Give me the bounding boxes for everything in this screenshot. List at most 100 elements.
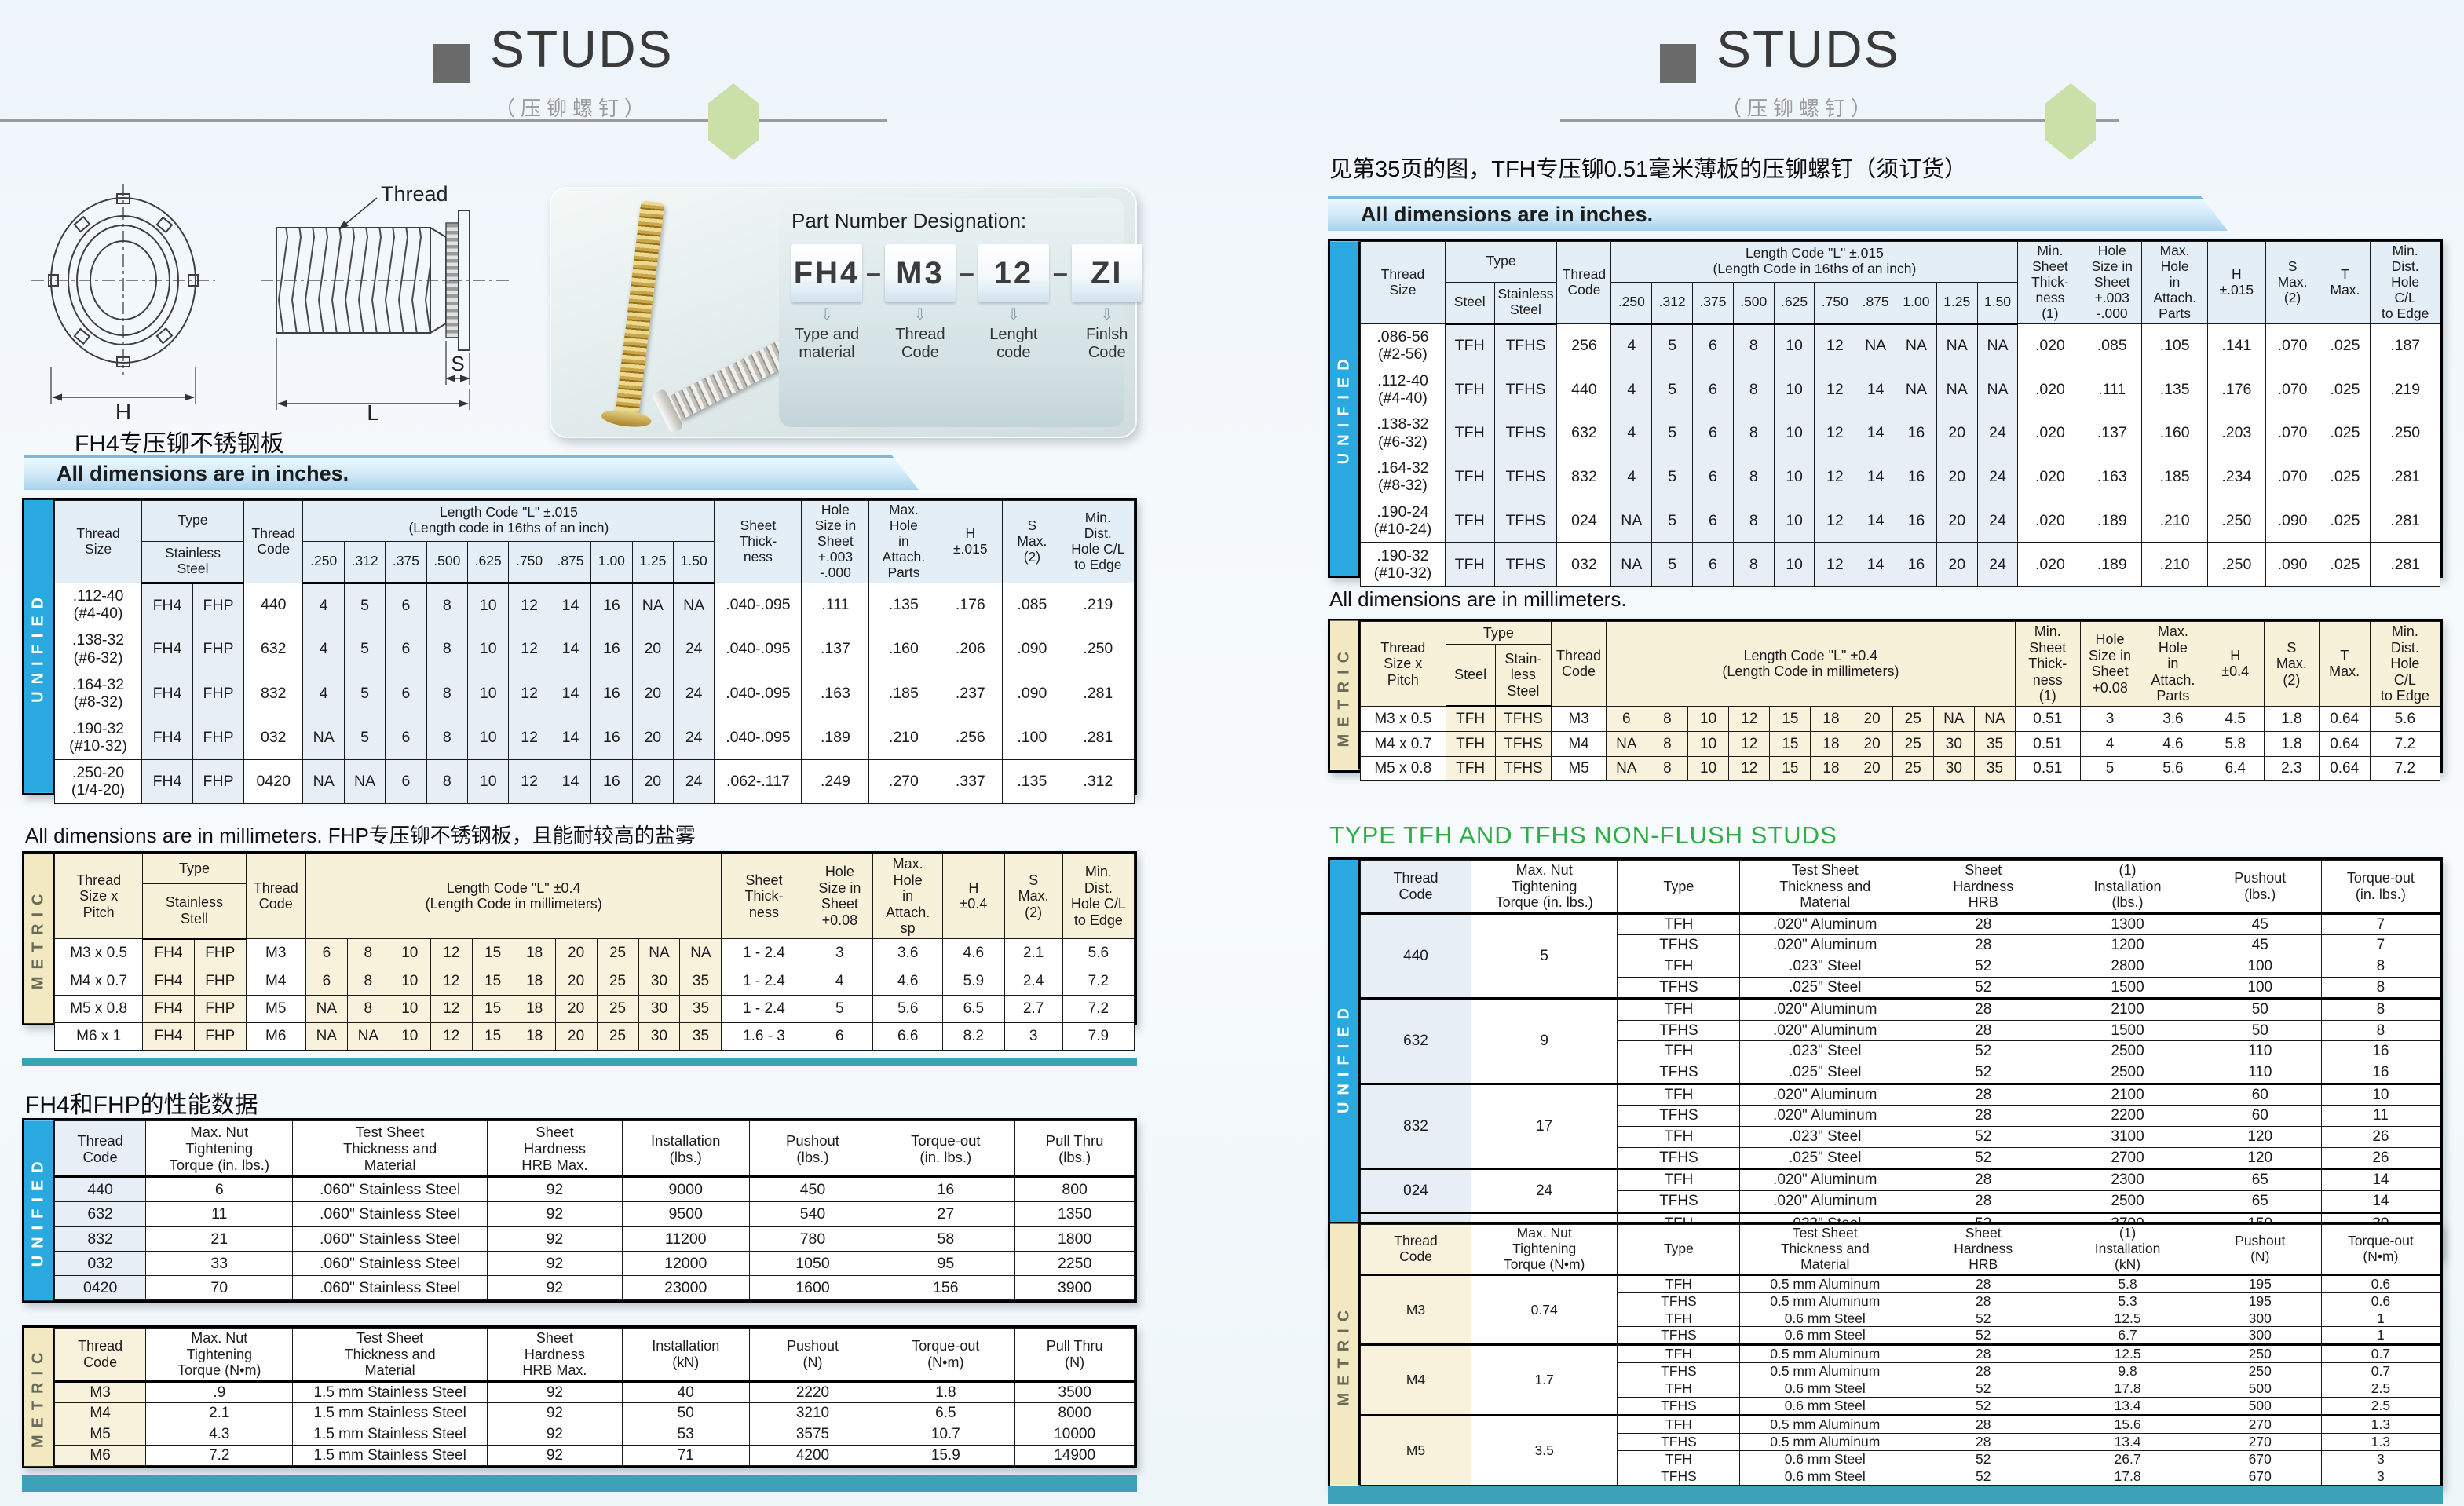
cell: 14: [2320, 1168, 2441, 1192]
cell: 10: [1773, 454, 1815, 499]
header-cell: H ±.015: [2207, 241, 2266, 324]
header-cell: Sheet Hardness HRB Max.: [486, 1120, 623, 1179]
cell: 5: [1651, 367, 1694, 412]
dash-separator: –: [866, 258, 881, 288]
down-arrow-icon: ⇩: [1007, 306, 1021, 323]
cell: TFH: [1445, 705, 1496, 733]
cell: TFH: [1444, 542, 1495, 587]
table-frame: UNIFIED Thread Size Type Thread Code Length …: [22, 498, 1137, 804]
cell: 8000: [1014, 1402, 1135, 1424]
cell: .025: [2319, 323, 2371, 368]
cell: 2200: [2056, 1105, 2199, 1128]
cell: TFHS: [1493, 323, 1558, 368]
performance-heading: FH4和FHP的性能数据: [25, 1092, 258, 1118]
cell: 11200: [621, 1226, 750, 1252]
part-number-label: Thread Code: [895, 326, 945, 361]
cell: 8: [1646, 705, 1689, 733]
cell: 50: [2198, 1019, 2322, 1042]
cell: FH4: [142, 967, 195, 996]
divider-line: [0, 119, 887, 122]
cell: 26.7: [2056, 1449, 2199, 1468]
header-cell: Thread Code: [1556, 241, 1612, 324]
header-cell: Sheet Hardness HRB Max.: [486, 1328, 623, 1383]
cell: 7.2: [2369, 755, 2441, 782]
cell: 540: [748, 1201, 877, 1227]
cell: 20: [554, 1022, 598, 1051]
cell: 670: [2198, 1467, 2322, 1486]
cell: 21: [145, 1226, 294, 1252]
cell: 14: [549, 671, 592, 716]
cell: 14: [1855, 411, 1897, 455]
cell: .312: [1061, 758, 1135, 804]
cell: 9: [1471, 997, 1618, 1084]
cell: .023" Steel: [1739, 1040, 1911, 1063]
table-frame: UNIFIED Thread Size Type Thread Code Length …: [1328, 239, 2443, 587]
hexagon-icon: [2045, 83, 2096, 160]
cell: .210: [868, 715, 939, 760]
cell: 4: [302, 671, 345, 716]
header-cell: H ±0.4: [2206, 621, 2265, 707]
part-number-title: Part Number Designation:: [791, 209, 1027, 232]
cell: .020: [2017, 323, 2083, 368]
cell: 1.6 - 3: [721, 1022, 807, 1051]
tfh-metric-dimensions-table: METRIC Thread Size x Pitch Type Thread Code…: [1328, 619, 2443, 782]
cell: .025: [2319, 454, 2371, 499]
cell: .137: [801, 626, 870, 672]
cell: 1.5 mm Stainless Steel: [292, 1423, 488, 1446]
cell: NA: [1976, 367, 2019, 412]
cell: NA: [305, 1022, 348, 1051]
cell: NA: [1976, 323, 2019, 368]
cell: 3900: [1014, 1275, 1135, 1301]
data-table: Thread Code Max. Nut Tightening Torque (N…: [53, 1328, 1135, 1467]
cell: 24: [672, 715, 715, 760]
cell: 20: [1936, 498, 1978, 543]
cell: 16: [1896, 454, 1937, 499]
cell: M3 x 0.5: [1360, 705, 1446, 733]
header-cell: Type: [142, 854, 247, 884]
cell: .250: [2207, 498, 2266, 543]
cell: 032: [243, 715, 304, 760]
cell: 4: [1610, 323, 1653, 368]
cell: 0.5 mm Aluminum: [1739, 1343, 1911, 1364]
cell: .020" Aluminum: [1739, 934, 1911, 956]
cell: 500: [2198, 1397, 2322, 1416]
header-cell: Max. Nut Tightening Torque (in. lbs.): [145, 1120, 294, 1179]
cell: FHP: [192, 671, 245, 716]
header-cell: Stainless Stell: [142, 883, 247, 940]
cell: 195: [2198, 1273, 2322, 1293]
cell: 30: [638, 1022, 681, 1051]
part-number-code: M3: [884, 244, 956, 302]
cell: 5: [343, 582, 386, 627]
cell: 4.6: [942, 938, 1005, 968]
cell: 6: [305, 967, 348, 996]
cell: TFH: [1617, 1040, 1741, 1063]
cell: 0.64: [2318, 705, 2371, 733]
cell: 1 - 2.4: [721, 994, 807, 1023]
cell: 11: [2320, 1105, 2441, 1128]
part-number-segment: M3 ⇩ Thread Code: [884, 244, 956, 362]
cell: 7.2: [2369, 731, 2441, 757]
cell: TFH: [1617, 1126, 1741, 1148]
cell: 70: [145, 1275, 294, 1301]
cell: 65: [2198, 1168, 2322, 1192]
cell: NA: [1896, 323, 1937, 368]
cell: 3: [1004, 1022, 1063, 1051]
cell: .137: [2082, 411, 2142, 455]
cell: .281: [2370, 454, 2440, 499]
header-cell: Thread Code: [243, 500, 304, 583]
cell: .070: [2265, 367, 2320, 412]
header-cell: Steel: [1444, 281, 1495, 325]
cell: 10: [1773, 498, 1815, 543]
cell: 10: [1773, 367, 1815, 412]
cell: FH4: [141, 758, 194, 804]
cell: 71: [621, 1444, 750, 1467]
cell: 28: [1910, 1432, 2057, 1451]
cell: 0.5 mm Aluminum: [1739, 1432, 1911, 1451]
cell: 0.6: [2320, 1273, 2441, 1293]
cell: 8: [1732, 367, 1775, 412]
cell: 28: [1910, 1292, 2057, 1310]
header-cell: Length Code "L" ±.015 (Length code in 16…: [302, 500, 715, 542]
cell: 2700: [2056, 1146, 2199, 1170]
cell: .020" Aluminum: [1739, 1168, 1911, 1192]
side-view: [261, 197, 512, 410]
